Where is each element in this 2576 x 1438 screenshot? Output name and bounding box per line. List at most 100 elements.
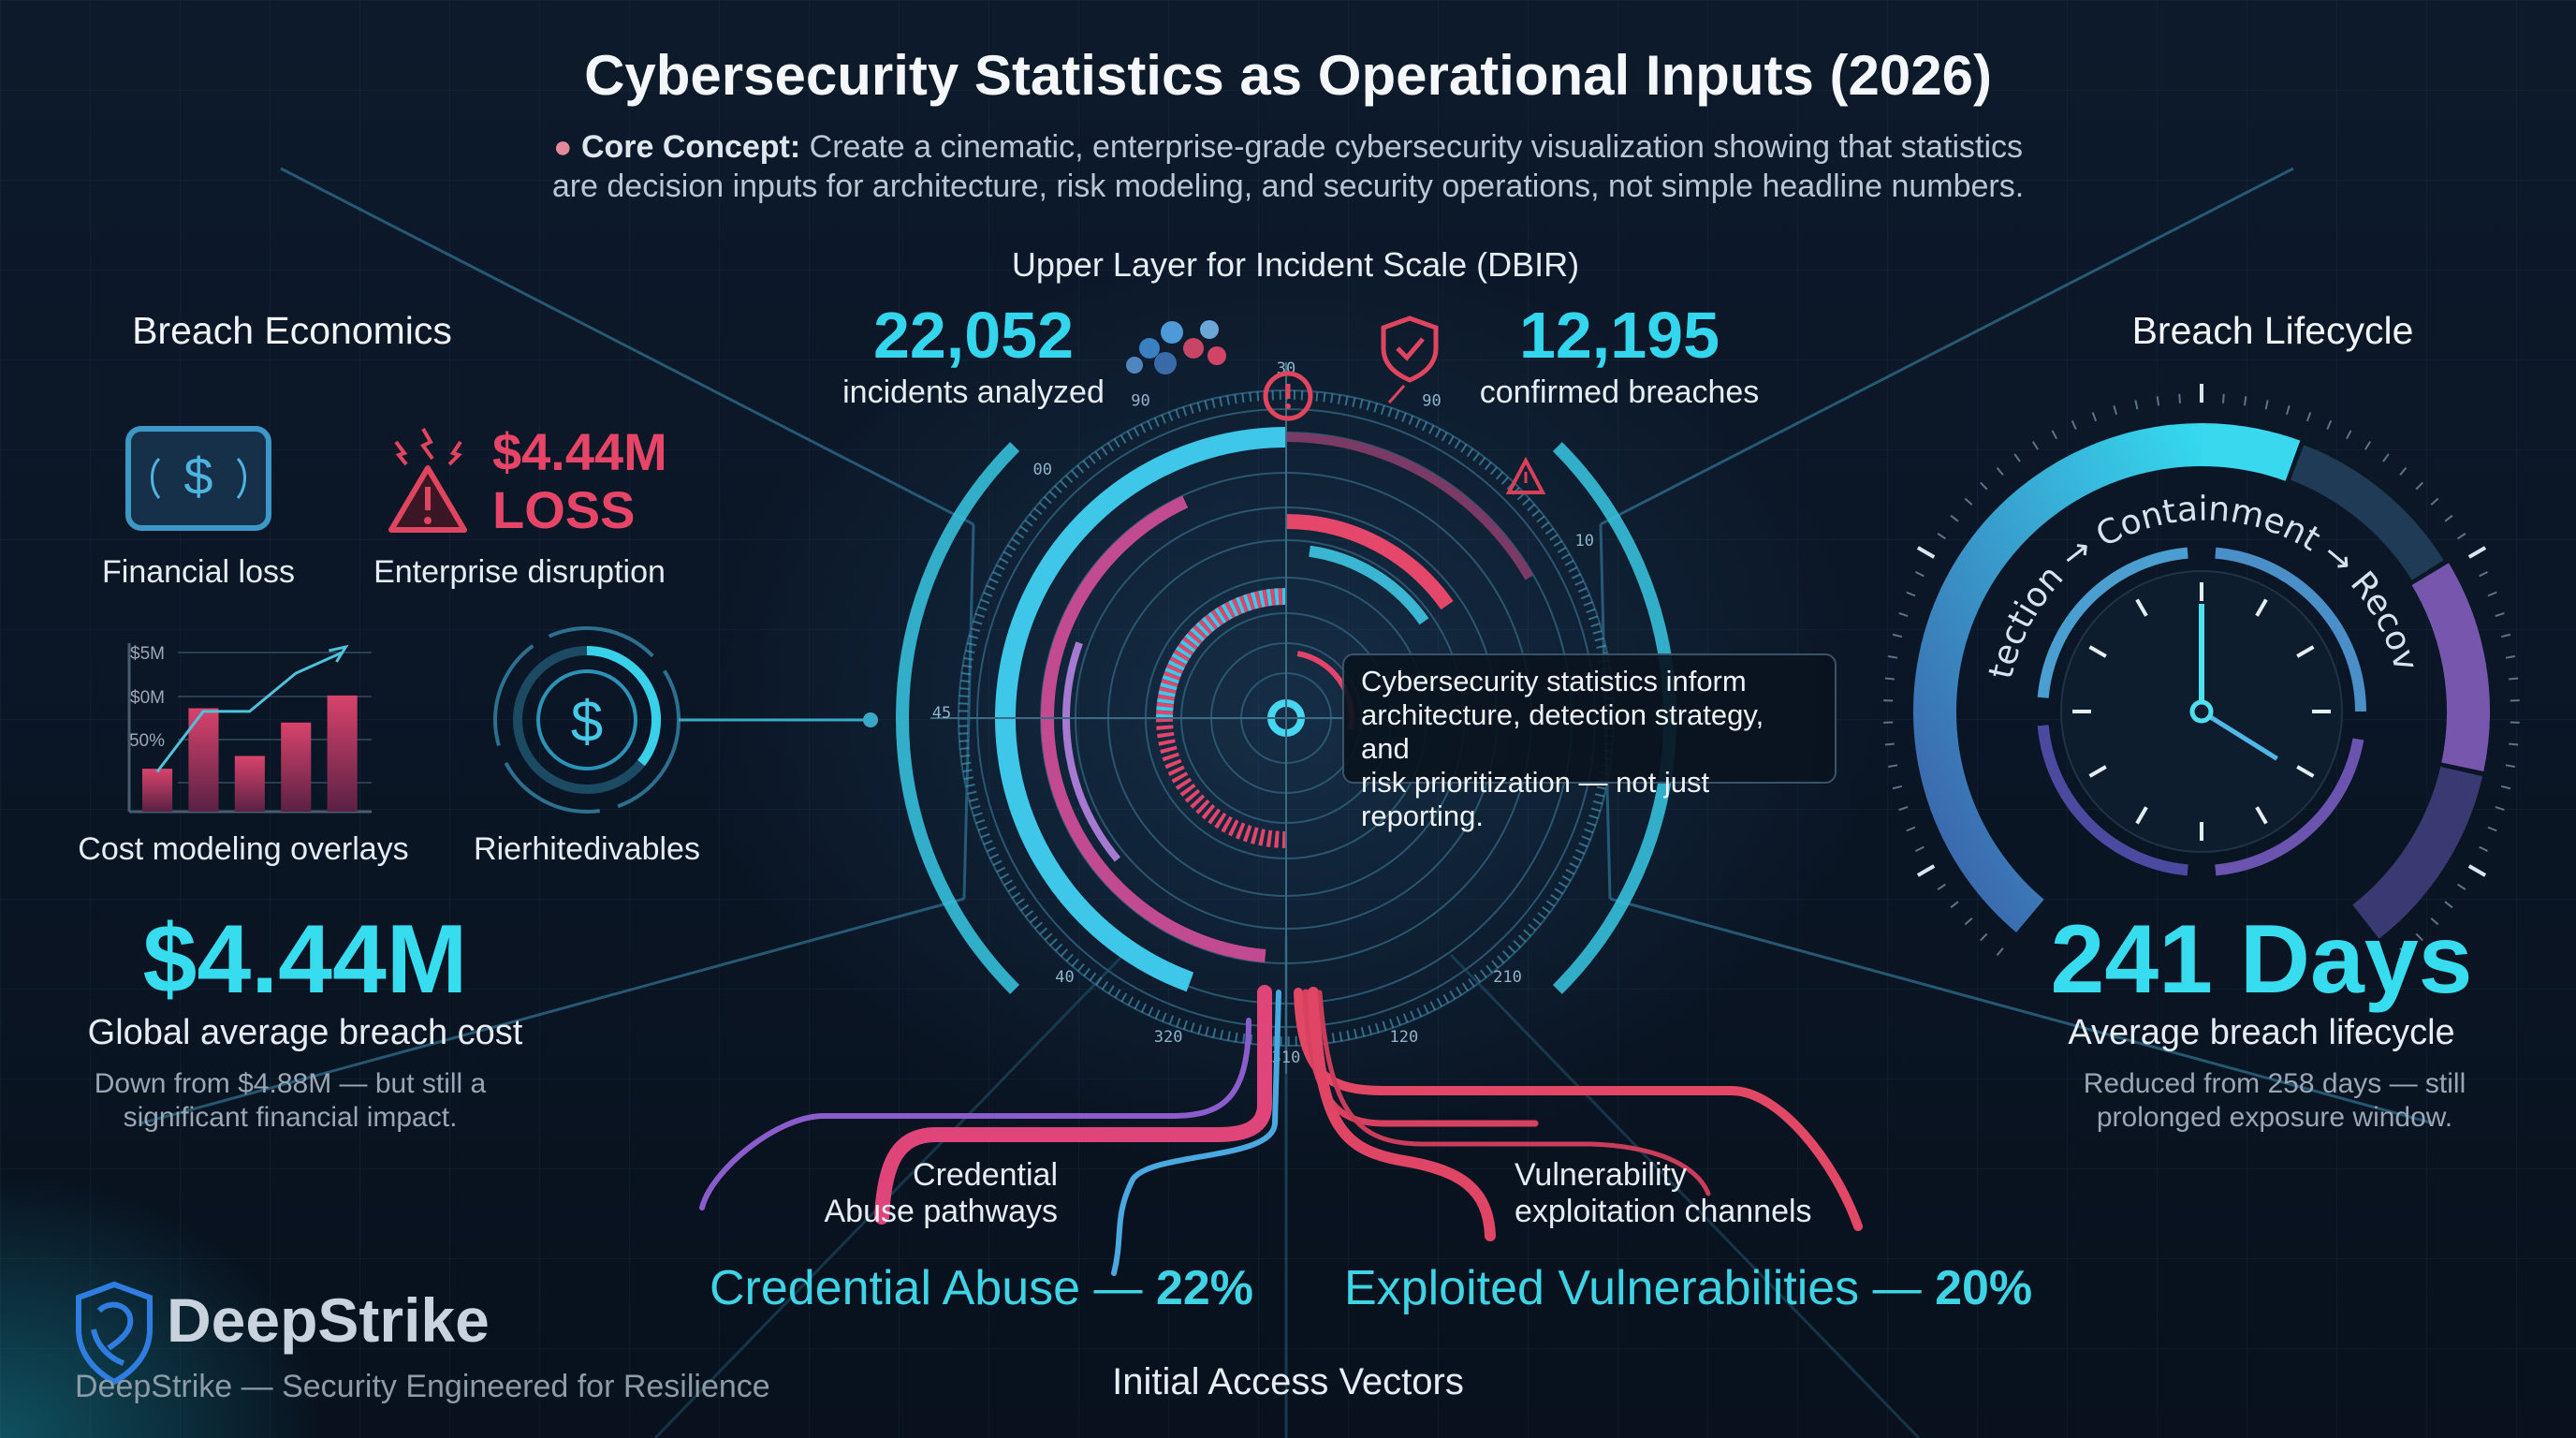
note-line: significant financial impact. <box>123 1102 458 1133</box>
label-line: Credential <box>913 1157 1058 1193</box>
clock-hour-mark <box>2088 765 2107 778</box>
loss-value: $4.44M <box>492 422 667 481</box>
gauge-tick <box>2222 393 2225 404</box>
gauge-tick <box>1914 845 1925 852</box>
lifecycle-value: 241 Days <box>2050 905 2473 1014</box>
clock-hour-mark <box>2088 645 2107 658</box>
initial-access-heading: Initial Access Vectors <box>1112 1361 1464 1402</box>
gauge-tick <box>2346 430 2352 440</box>
loss-callout: $4.44M LOSS <box>492 423 667 539</box>
trend-arrow-head <box>329 644 349 663</box>
gauge-tick <box>2505 764 2516 769</box>
clock-icon <box>2037 547 2366 876</box>
network-nodes-icon <box>1126 320 1226 374</box>
flow-vuln-4 <box>1317 990 1711 1196</box>
gauge-tick <box>2444 514 2453 522</box>
y-tick-label: 50% <box>129 731 165 751</box>
cost-modeling-label: Cost modeling overlays <box>78 831 409 867</box>
clock-hour-mark <box>2255 806 2268 825</box>
gauge-tick <box>2364 441 2372 450</box>
gauge-tick <box>2382 453 2390 462</box>
breach-cost-note: Down from $4.88M — but still a significan… <box>95 1067 487 1135</box>
gauge-tick <box>2243 396 2247 406</box>
gauge-tick <box>1916 546 1936 559</box>
cycle-arrow-arc <box>2037 547 2188 698</box>
dollar-dial-label: Rierhitedivables <box>474 831 700 867</box>
cyan-arc-outer <box>995 427 1287 992</box>
cycle-arrow-arc <box>2215 738 2364 876</box>
gauge-tick <box>2285 404 2291 416</box>
cycle-arrow-arc <box>2215 547 2366 712</box>
gauge-tick <box>2399 947 2408 957</box>
breach-cost-label: Global average breach cost <box>87 1013 523 1052</box>
gauge-tick <box>2031 441 2039 450</box>
callout-line: risk prioritization — not just reporting… <box>1361 766 1710 832</box>
clock-hour-mark <box>2255 598 2268 617</box>
gauge-tick <box>1996 466 2004 476</box>
gauge-tick <box>2467 546 2487 559</box>
gauge-tick <box>2305 412 2312 422</box>
breach-cost-value: $4.44M <box>142 905 468 1014</box>
radar-scale-label: 120 <box>1390 1028 1419 1047</box>
svg-text:$: $ <box>571 690 603 755</box>
clock-hour-mark <box>2296 645 2315 658</box>
y-tick-label: $0M <box>130 688 165 708</box>
gauge-tick <box>1906 826 1916 832</box>
core-concept-text-2: are decision inputs for architecture, ri… <box>551 169 2025 204</box>
clock-hour-mark <box>2296 765 2315 778</box>
gauge-tick <box>2430 497 2439 506</box>
radar-callout: Cybersecurity statistics inform architec… <box>1342 653 1837 832</box>
y-tick-label: $5M <box>130 644 165 664</box>
gauge-tick <box>1964 497 1973 506</box>
exploited-vulnerabilities-stat: Exploited Vulnerabilities — 20% <box>1344 1260 2032 1316</box>
vuln-path-label: Vulnerability exploitation channels <box>1515 1157 1812 1230</box>
gauge-tick <box>2264 400 2269 410</box>
access-vector-flows <box>699 985 1863 1276</box>
callout-line: Cybersecurity statistics inform <box>1361 665 1747 697</box>
financial-loss-label: Financial loss <box>102 554 295 590</box>
gauge-tick <box>1884 742 1895 746</box>
gauge-tick <box>1950 901 1959 909</box>
lifecycle-note: Reduced from 258 days — still prolonged e… <box>2084 1067 2466 1135</box>
detection-segment-tip <box>2201 423 2301 481</box>
gauge-tick <box>2399 466 2408 476</box>
callout-line: architecture, detection strategy, and <box>1361 698 1764 765</box>
recovery-tail-segment <box>2352 766 2483 939</box>
cyan-arc-inner <box>1309 545 1429 625</box>
money-bill-icon: $ <box>125 426 271 531</box>
label-line: Vulnerability <box>1515 1157 1687 1193</box>
gauge-tick <box>1914 571 1925 578</box>
gauge-tick <box>1996 947 2004 957</box>
gauge-tick <box>2495 611 2505 617</box>
gauge-tick <box>2467 864 2487 877</box>
warning-triangle-small-icon <box>1505 456 1546 494</box>
radar-scale-label: 45 <box>932 704 951 723</box>
gauge-tick <box>2500 785 2511 790</box>
detection-segment <box>1913 423 2203 932</box>
containment-segment <box>2290 445 2444 580</box>
gauge-tick <box>1898 806 1909 812</box>
gauge-tick <box>2430 917 2439 926</box>
gauge-tick <box>2013 453 2021 462</box>
incident-scale-heading: Upper Layer for Incident Scale (DBIR) <box>1011 245 1580 284</box>
gauge-tick <box>1892 785 1903 790</box>
flow-credential-pink <box>874 985 1272 1225</box>
lifecycle-label: Average breach lifecycle <box>2068 1013 2455 1052</box>
gauge-tick <box>2500 633 2511 638</box>
gauge-tick <box>2457 533 2466 540</box>
warning-lightning-icon <box>388 428 467 533</box>
brand-tagline: DeepStrike — Security Engineered for Res… <box>75 1369 770 1404</box>
note-line: Down from $4.88M — but still a <box>94 1068 487 1099</box>
breaches-value: 12,195 <box>1518 299 1720 372</box>
left-bracket-arc <box>896 442 1020 994</box>
stat-name: Credential Abuse — <box>710 1261 1143 1315</box>
gauge-tick <box>2415 932 2423 942</box>
gauge-tick <box>1980 932 1988 942</box>
recovery-segment <box>2411 563 2490 772</box>
radar-scale-label: 10 <box>1574 532 1593 550</box>
brand-name: DeepStrike <box>167 1285 490 1355</box>
gauge-tick <box>1898 611 1909 617</box>
deepstrike-shield-logo <box>76 1281 153 1386</box>
gauge-tick <box>2134 400 2139 410</box>
clock-hour-mark <box>2135 598 2148 617</box>
